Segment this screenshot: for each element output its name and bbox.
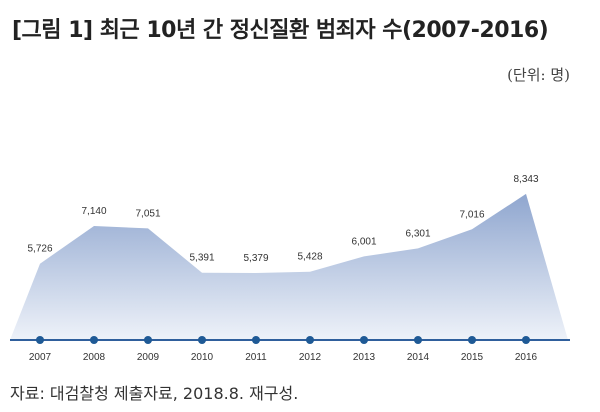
value-label-2008: 7,140: [81, 206, 106, 217]
x-tick-2008: 2008: [83, 352, 106, 363]
x-tick-2016: 2016: [515, 352, 538, 363]
x-tick-2012: 2012: [299, 352, 322, 363]
value-label-2014: 6,301: [405, 228, 430, 239]
x-tick-2015: 2015: [461, 352, 484, 363]
chart-title: [그림 1] 최근 10년 간 정신질환 범죄자 수(2007-2016): [12, 18, 549, 43]
axis-marker-2011: [252, 336, 260, 344]
x-tick-2010: 2010: [191, 352, 214, 363]
value-label-2016: 8,343: [513, 174, 538, 185]
x-tick-2007: 2007: [29, 352, 52, 363]
x-tick-2013: 2013: [353, 352, 376, 363]
axis-marker-2010: [198, 336, 206, 344]
value-label-2015: 7,016: [459, 209, 484, 220]
axis-marker-2014: [414, 336, 422, 344]
value-label-2011: 5,379: [243, 253, 268, 264]
value-label-2010: 5,391: [189, 253, 214, 264]
value-label-2012: 5,428: [297, 252, 322, 263]
area-series: [10, 193, 568, 340]
unit-label: (단위: 명): [507, 66, 570, 84]
axis-marker-2008: [90, 336, 98, 344]
x-tick-2014: 2014: [407, 352, 430, 363]
value-label-2009: 7,051: [135, 208, 160, 219]
axis-marker-2016: [522, 336, 530, 344]
axis-marker-2007: [36, 336, 44, 344]
axis-marker-2012: [306, 336, 314, 344]
axis-marker-2015: [468, 336, 476, 344]
x-tick-2009: 2009: [137, 352, 160, 363]
source-note: 자료: 대검찰청 제출자료, 2018.8. 재구성.: [10, 384, 299, 403]
value-label-2007: 5,726: [27, 244, 52, 255]
value-label-2013: 6,001: [351, 236, 376, 247]
axis-marker-2009: [144, 336, 152, 344]
axis-marker-2013: [360, 336, 368, 344]
x-tick-2011: 2011: [245, 352, 267, 363]
